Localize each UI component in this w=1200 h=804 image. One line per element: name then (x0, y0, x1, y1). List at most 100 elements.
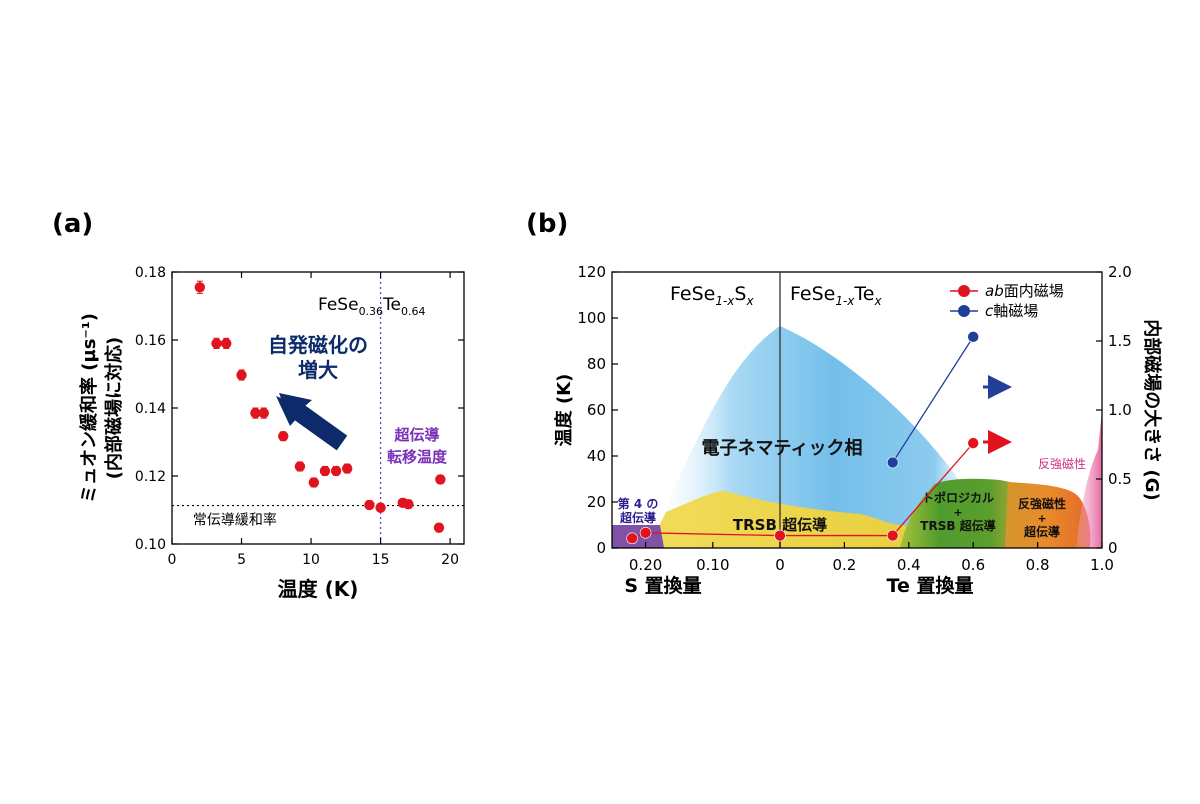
a-y-tick-label: 0.12 (135, 469, 166, 485)
region-afm-superconductivity (1005, 482, 1091, 548)
panel-a-compound: FeSe0.36Te0.64 (318, 295, 426, 318)
region-label-afm-sc-line1: 反強磁性 (1018, 496, 1066, 511)
ab-field-point (639, 527, 652, 539)
panel-b-series (626, 331, 980, 545)
b-left-y-tick-label: 80 (587, 355, 606, 373)
a-data-point (403, 499, 414, 510)
a-data-point (236, 369, 247, 381)
b-left-y-tick-label: 0 (596, 539, 606, 557)
panel-a: (a) ミュオン緩和率 (µs⁻¹) (内部磁場に対応) 温度 (K) FeSe… (52, 209, 465, 601)
b-right-y-tick-label: 1.5 (1108, 332, 1132, 350)
region-label-topological-line2: + (953, 506, 962, 519)
region-label-trsb: TRSB 超伝導 (733, 516, 827, 534)
section-te-end: Te (853, 283, 874, 305)
b-right-y-tick-label: 0 (1108, 539, 1118, 557)
ab-field-point (967, 437, 980, 449)
b-right-y-tick-label: 1.0 (1108, 401, 1132, 419)
region-antiferromagnetism (1076, 410, 1102, 548)
panel-b-ticks: 0 20 40 60 80 100 120 0 0.5 1.0 1.5 2.0 0.20 0.10 0 0.2… (577, 263, 1132, 574)
panel-b-te-xlabel: Te 置換量 (887, 574, 974, 597)
ab-field-point (626, 532, 638, 545)
region-label-nematic: 電子ネマティック相 (702, 438, 863, 459)
a-data-point (308, 477, 320, 488)
section-s-end: S (734, 283, 746, 305)
region-label-antiferromagnetism: 反強磁性 (1038, 456, 1086, 471)
panel-a-data-points (194, 280, 446, 533)
transition-temperature-label-line2: 転移温度 (387, 448, 448, 466)
panel-b: (b) 電子ネマティック相 TRSB 超伝導 第 4 の 超伝導 トポロジカル … (526, 209, 1163, 597)
section-title-te: FeSe1-xTex (790, 283, 883, 308)
a-data-point (211, 338, 222, 349)
section-title-s: FeSe1-xSx (670, 283, 754, 308)
c-field-point (886, 456, 899, 469)
a-x-tick-label: 5 (237, 552, 246, 568)
compound-base: FeSe (318, 295, 359, 315)
legend-ab-marker (958, 285, 970, 297)
a-data-point (294, 461, 306, 472)
compound-sub1: 0.36 (359, 305, 384, 318)
legend-ab-italic: ab (985, 282, 1004, 300)
a-data-point (194, 282, 206, 293)
a-data-point (342, 463, 353, 474)
region-label-topological-line1: トポロジカル (922, 490, 994, 505)
compound-sub2: 0.64 (401, 305, 426, 318)
legend-c-text: 軸磁場 (993, 302, 1038, 320)
legend-c-marker (958, 305, 970, 317)
spontaneous-magnetization-arrow (276, 393, 348, 451)
arrow-label-line1: 自発磁化の (268, 333, 368, 357)
a-x-tick-label: 0 (168, 552, 177, 568)
b-left-y-tick-label: 20 (587, 493, 606, 511)
section-te-sub: 1-x (835, 294, 855, 308)
panel-b-right-ylabel: 内部磁場の大きさ (G) (1141, 319, 1163, 501)
a-y-tick-label: 0.16 (135, 333, 166, 349)
b-s-x-tick-label: 0.20 (629, 556, 662, 574)
panel-a-xlabel: 温度 (K) (278, 577, 359, 601)
b-left-y-tick-label: 60 (587, 401, 606, 419)
panel-b-left-ylabel: 温度 (K) (553, 374, 575, 447)
c-field-line (892, 336, 974, 463)
a-data-point (375, 502, 386, 513)
b-s-x-tick-label: 0.10 (696, 556, 729, 574)
panel-b-s-xlabel: S 置換量 (624, 574, 701, 597)
b-te-x-tick-label: 0.8 (1026, 556, 1050, 574)
legend-ab-text: 面内磁場 (1004, 282, 1064, 300)
panel-a-ticks: 0 5 10 15 20 0.10 0.12 0.14 0.16 0.18 (135, 265, 464, 568)
a-y-tick-label: 0.10 (135, 537, 166, 553)
b-left-y-tick-label: 100 (577, 309, 606, 327)
b-s-x-tick-label: 0 (775, 556, 785, 574)
a-x-tick-label: 10 (302, 552, 320, 568)
transition-temperature-label-line1: 超伝導 (393, 426, 439, 444)
arrow-label-line2: 増大 (298, 358, 338, 382)
a-x-tick-label: 20 (441, 552, 459, 568)
a-data-point (221, 338, 232, 349)
a-data-point (435, 474, 446, 485)
panel-a-label: (a) (52, 209, 93, 239)
b-left-y-tick-label: 120 (577, 263, 606, 281)
legend-ab-label: ab面内磁場 (985, 282, 1064, 300)
ab-field-point (886, 529, 899, 542)
section-s-base: FeSe (670, 283, 715, 305)
b-right-y-tick-label: 2.0 (1108, 263, 1132, 281)
section-te-endsub: x (874, 294, 883, 308)
panel-b-legend: ab面内磁場 c軸磁場 (950, 282, 1064, 320)
c-field-point (967, 331, 980, 343)
legend-c-label: c軸磁場 (985, 302, 1038, 320)
a-data-point (278, 431, 289, 442)
a-y-tick-label: 0.14 (135, 401, 166, 417)
b-right-y-tick-label: 0.5 (1108, 470, 1132, 488)
normal-state-relaxation-label: 常伝導緩和率 (193, 512, 277, 529)
region-label-topological-line3: TRSB 超伝導 (920, 518, 995, 533)
legend-c-italic: c (985, 302, 994, 320)
b-te-x-tick-label: 0.6 (961, 556, 985, 574)
b-left-y-tick-label: 40 (587, 447, 606, 465)
panel-a-ylabel-line2: (内部磁場に対応) (103, 337, 125, 479)
region-label-afm-sc-line2: + (1037, 512, 1046, 525)
ab-field-point (774, 529, 786, 542)
a-data-point (319, 465, 331, 477)
panel-b-label: (b) (526, 209, 568, 239)
compound-mid: Te (382, 295, 401, 315)
a-y-tick-label: 0.18 (135, 265, 166, 281)
a-data-point (250, 407, 261, 419)
